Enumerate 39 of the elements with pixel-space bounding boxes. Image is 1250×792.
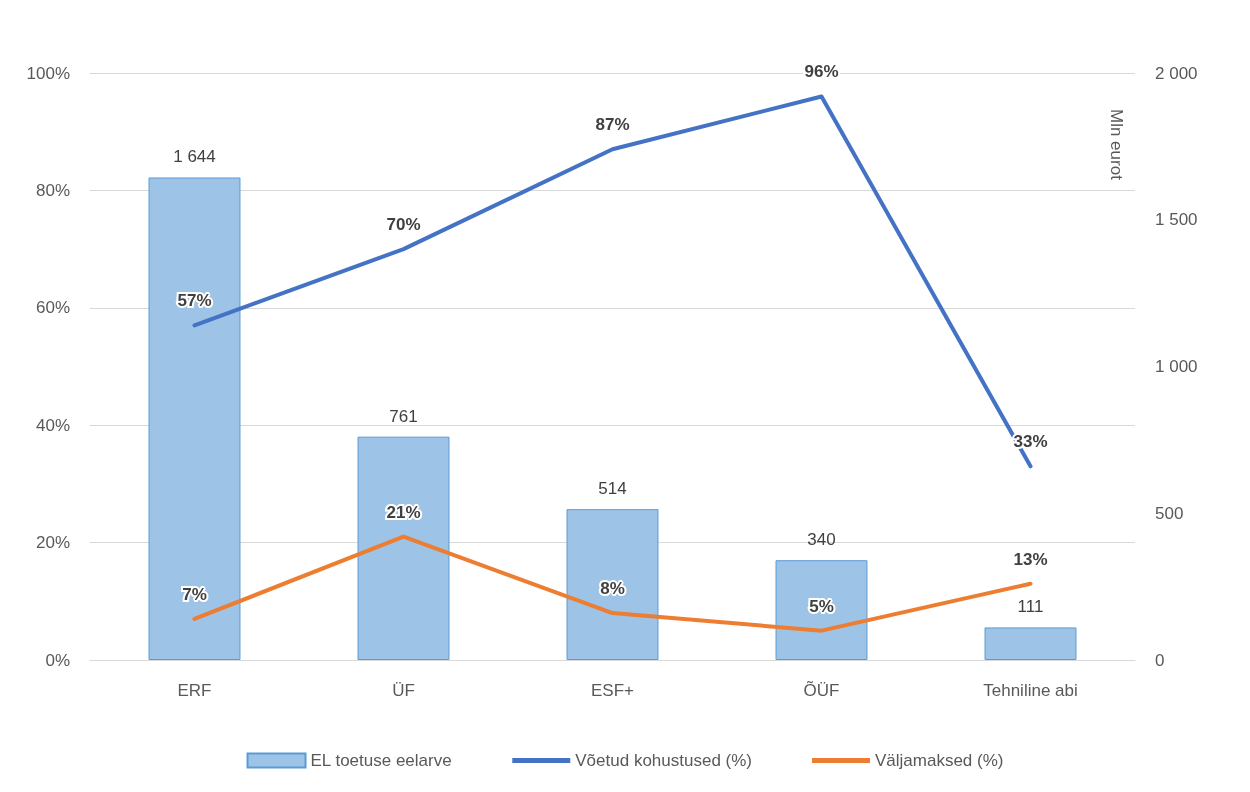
x-tick-label: ERF [177,681,212,700]
data-label: 1 644 [173,147,216,167]
data-label: 5% [809,596,834,616]
x-tick-label: ESF+ [591,681,635,700]
y2-tick-label: 1 500 [1155,210,1198,230]
x-tick-label: Tehniline abi [983,681,1078,700]
data-label: 87% [595,115,630,135]
y-tick-label: 0% [45,650,70,670]
data-label: 8% [600,579,625,599]
y2-axis-title: Mln eurot [1107,109,1126,181]
bar [148,177,241,660]
data-label: 111 [1017,597,1044,617]
data-label: 21% [386,502,421,522]
bar [775,560,868,660]
y2-tick-label: 500 [1155,503,1184,523]
data-label: 96% [804,62,839,82]
data-label: 70% [386,215,421,235]
y-tick-label: 100% [26,63,70,83]
bar [357,436,450,660]
bar [566,509,659,660]
data-label: 761 [389,406,418,426]
x-tick-label: ÕÜF [803,681,840,700]
bar [984,627,1077,660]
x-tick-label: ÜF [392,681,415,700]
y2-tick-label: 2 000 [1155,63,1198,83]
y-tick-label: 60% [35,298,70,318]
legend-label: Väljamaksed (%) [874,751,1004,770]
data-label: 13% [1013,549,1048,569]
data-label: 340 [807,530,836,550]
y2-tick-label: 1 000 [1155,357,1198,376]
y-tick-label: 20% [35,533,70,553]
y2-tick-label: 0 [1155,650,1165,670]
data-label: 514 [598,479,627,499]
data-label: 7% [182,584,207,604]
y-tick-label: 80% [35,180,70,200]
legend-label: EL toetuse eelarve [310,751,452,770]
data-label: 57% [177,291,212,311]
y-tick-label: 40% [35,415,70,435]
legend-label: Võetud kohustused (%) [575,751,752,770]
